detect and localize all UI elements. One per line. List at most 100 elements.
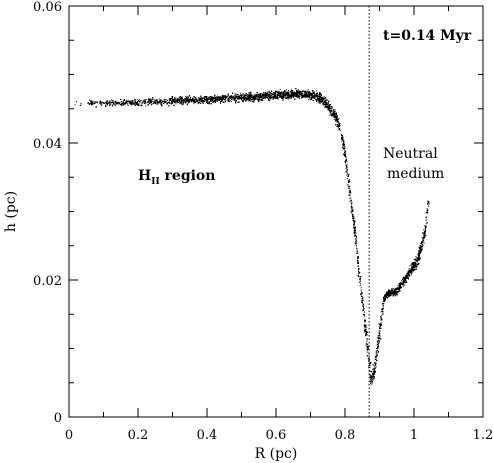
data-point xyxy=(329,112,331,114)
data-point xyxy=(351,207,353,209)
data-point xyxy=(369,367,371,369)
data-point xyxy=(287,95,289,97)
data-point xyxy=(321,96,323,98)
data-point xyxy=(380,319,382,321)
data-point xyxy=(344,151,346,153)
data-point xyxy=(210,99,212,101)
data-point xyxy=(324,99,326,101)
data-point xyxy=(419,253,421,255)
data-point xyxy=(323,96,325,98)
data-point xyxy=(350,199,352,201)
data-point xyxy=(397,292,399,293)
data-point xyxy=(156,103,158,105)
data-point xyxy=(155,103,156,104)
data-point xyxy=(415,259,417,261)
data-point xyxy=(336,116,338,118)
data-point xyxy=(297,93,299,94)
data-point xyxy=(252,99,254,101)
data-point xyxy=(186,99,188,100)
data-point xyxy=(375,363,377,365)
data-point xyxy=(313,92,315,94)
data-point xyxy=(233,97,235,99)
data-point xyxy=(204,100,206,102)
data-point xyxy=(419,245,421,247)
data-point xyxy=(403,286,405,288)
data-point xyxy=(143,103,145,104)
data-point xyxy=(215,98,217,100)
data-point xyxy=(271,95,273,97)
data-point xyxy=(246,96,248,98)
data-point xyxy=(150,99,152,101)
data-point xyxy=(183,100,185,102)
data-point xyxy=(312,97,313,99)
data-point xyxy=(268,92,270,94)
data-point xyxy=(345,154,346,156)
data-point xyxy=(352,210,354,212)
data-point xyxy=(298,93,300,95)
data-point xyxy=(234,94,236,96)
data-point xyxy=(245,98,247,100)
data-point xyxy=(269,90,271,92)
data-point xyxy=(224,98,226,100)
data-point xyxy=(329,107,331,109)
data-point xyxy=(349,201,351,203)
data-point xyxy=(405,282,407,284)
data-point xyxy=(178,97,180,99)
data-point xyxy=(200,97,202,99)
scatter-points xyxy=(74,88,430,386)
data-point xyxy=(380,323,381,325)
data-point xyxy=(174,97,176,99)
data-point xyxy=(285,96,287,98)
data-point xyxy=(316,90,318,92)
data-point xyxy=(192,97,194,99)
data-point xyxy=(382,301,384,302)
data-point xyxy=(334,110,336,112)
data-point xyxy=(211,96,213,98)
data-point xyxy=(282,94,284,96)
data-point xyxy=(378,335,380,337)
data-point xyxy=(231,96,232,98)
data-point xyxy=(135,103,137,105)
data-point xyxy=(421,237,423,239)
data-point xyxy=(315,95,317,97)
data-point xyxy=(419,245,421,246)
data-point xyxy=(345,159,347,161)
data-point xyxy=(251,100,253,102)
data-point xyxy=(365,344,367,346)
data-point xyxy=(369,370,371,372)
data-point xyxy=(241,95,242,97)
data-point xyxy=(208,97,210,99)
data-point xyxy=(329,111,331,113)
data-point xyxy=(351,204,352,206)
data-point xyxy=(351,212,353,214)
data-point xyxy=(195,99,197,101)
data-point xyxy=(226,95,228,97)
data-point xyxy=(311,95,313,97)
data-point xyxy=(377,337,379,339)
data-point xyxy=(269,99,271,101)
data-point xyxy=(326,99,328,101)
data-point xyxy=(373,365,375,367)
data-point xyxy=(329,110,331,112)
data-point xyxy=(134,101,136,103)
data-point xyxy=(121,104,123,106)
data-point xyxy=(418,255,420,257)
data-point xyxy=(377,335,379,337)
data-point xyxy=(269,94,271,96)
data-point xyxy=(360,295,362,297)
data-point xyxy=(408,270,410,272)
data-point xyxy=(277,98,279,100)
data-point xyxy=(199,99,201,100)
data-point xyxy=(179,103,181,105)
data-point xyxy=(416,266,418,268)
data-point xyxy=(342,136,344,138)
data-point xyxy=(249,99,251,101)
data-point xyxy=(359,272,361,273)
data-point xyxy=(227,97,229,99)
data-point xyxy=(213,97,215,99)
data-point xyxy=(255,98,257,99)
data-point xyxy=(420,252,422,254)
data-point xyxy=(317,93,318,94)
data-point xyxy=(304,94,305,96)
data-point xyxy=(415,256,417,258)
